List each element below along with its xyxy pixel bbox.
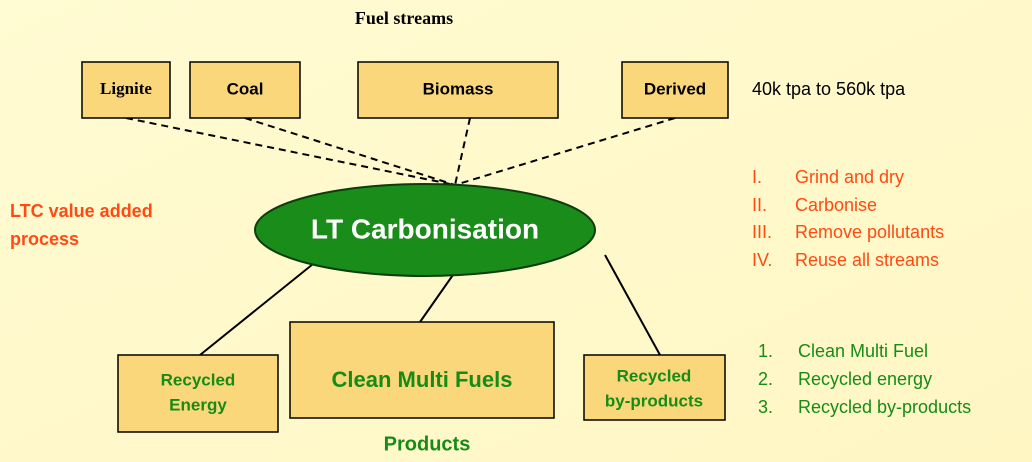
product-label: Recycled xyxy=(161,370,236,389)
step-text: Carbonise xyxy=(795,195,877,215)
process-ellipse xyxy=(254,183,596,277)
product-label: by-products xyxy=(605,391,703,410)
product-box xyxy=(117,354,279,433)
step-text: Grind and dry xyxy=(795,167,904,187)
output-text: Recycled energy xyxy=(798,369,932,389)
products-caption: Products xyxy=(384,433,471,455)
output-text: Recycled by-products xyxy=(798,397,971,417)
source-label: Biomass xyxy=(423,79,494,98)
product-label: Recycled xyxy=(617,366,692,385)
source-box xyxy=(357,61,559,119)
step-text: Remove pollutants xyxy=(795,222,944,242)
output-marker: 1. xyxy=(758,341,773,361)
source-box xyxy=(189,61,301,119)
product-label: Energy xyxy=(169,395,227,414)
side-label: LTC value added xyxy=(10,201,153,221)
title: Fuel streams xyxy=(355,8,453,28)
product-label: Clean Multi Fuels xyxy=(332,367,513,392)
source-box xyxy=(81,61,171,119)
solid-connectors xyxy=(199,254,661,356)
step-marker: III. xyxy=(752,222,772,242)
product-box xyxy=(289,321,555,419)
outputs-list: 1. Clean Multi Fuel 2. Recycled energy 3… xyxy=(758,341,971,417)
product-box xyxy=(583,354,726,421)
steps-list: I. Grind and dry II. Carbonise III. Remo… xyxy=(752,167,944,270)
source-label: Lignite xyxy=(100,79,152,98)
step-marker: I. xyxy=(752,167,762,187)
step-marker: IV. xyxy=(752,250,772,270)
side-label: process xyxy=(10,229,79,249)
dashed-connectors xyxy=(125,117,676,186)
process-label: LT Carbonisation xyxy=(311,213,539,244)
step-marker: II. xyxy=(752,195,767,215)
source-box xyxy=(621,61,729,119)
output-marker: 2. xyxy=(758,369,773,389)
step-text: Reuse all streams xyxy=(795,250,939,270)
source-label: Coal xyxy=(227,79,264,98)
output-marker: 3. xyxy=(758,397,773,417)
capacity-note: 40k tpa to 560k tpa xyxy=(752,79,906,99)
output-text: Clean Multi Fuel xyxy=(798,341,928,361)
source-label: Derived xyxy=(644,79,706,98)
